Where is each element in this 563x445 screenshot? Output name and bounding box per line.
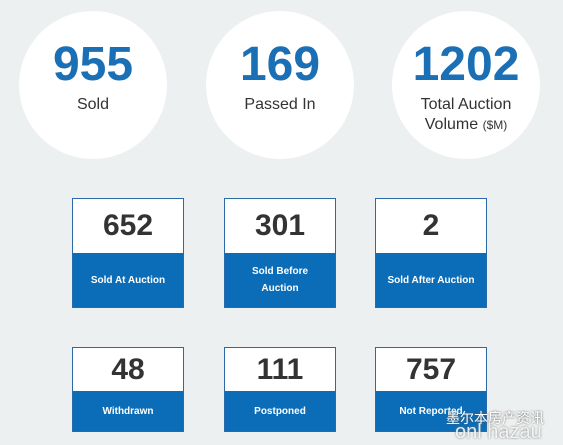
summary-label-wrap: Total Auction Volume ($M) <box>406 95 526 135</box>
summary-value: 1202 <box>412 38 520 91</box>
stat-value: 301 <box>254 209 306 242</box>
summary-circle: 1202 Total Auction Volume ($M) <box>392 11 540 159</box>
summary-circle: 955 Sold <box>19 11 167 159</box>
stat-value: 2 <box>422 209 440 242</box>
summary-circle: 169 Passed In <box>206 11 354 159</box>
summary-label: Sold <box>76 96 110 113</box>
stat-box: 301 Sold Before Auction <box>224 198 336 308</box>
stat-label: Sold At Auction <box>73 253 183 307</box>
stat-box: 2 Sold After Auction <box>375 198 487 308</box>
stat-value: 652 <box>102 209 154 242</box>
summary-label: Total Auction Volume <box>420 96 512 133</box>
stat-value: 757 <box>405 352 457 386</box>
stat-value: 48 <box>111 352 145 386</box>
stat-label: Not Reported <box>376 391 486 431</box>
stat-box: 48 Withdrawn <box>72 347 184 432</box>
watermark: 墨尔本房产资讯 <box>446 410 544 426</box>
stat-box: 111 Postponed <box>224 347 336 432</box>
stat-label: Sold After Auction <box>376 253 486 307</box>
summary-unit: ($M) <box>482 118 508 132</box>
summary-value: 169 <box>239 38 321 91</box>
summary-label: Passed In <box>244 96 316 113</box>
summary-value: 955 <box>52 38 134 91</box>
stat-box: 757 Not Reported <box>375 347 487 432</box>
stat-value: 111 <box>256 352 304 386</box>
watermark-sub: onl hazau <box>455 421 542 443</box>
stat-label: Sold Before Auction <box>225 253 335 307</box>
stat-label: Withdrawn <box>73 391 183 431</box>
stat-box: 652 Sold At Auction <box>72 198 184 308</box>
stat-label: Postponed <box>225 391 335 431</box>
